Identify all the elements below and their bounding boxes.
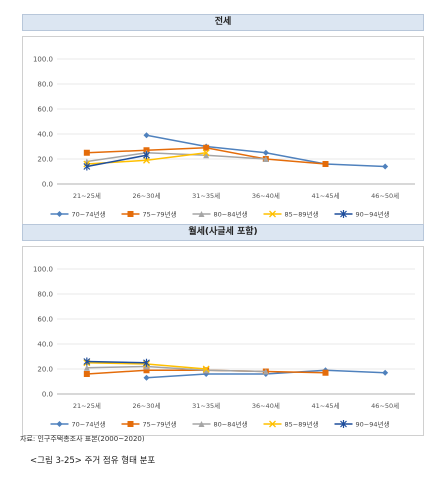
legend-label: 90~94년생 xyxy=(356,210,390,219)
x-tick-label: 46~50세 xyxy=(371,401,399,410)
legend-label: 90~94년생 xyxy=(356,420,390,429)
data-point xyxy=(143,132,150,139)
legend-marker xyxy=(127,211,134,217)
y-tick-label: 0.0 xyxy=(42,391,53,399)
legend-label: 85~89년생 xyxy=(285,210,319,219)
figure-caption: <그림 3-25> 주거 점유 형태 분포 xyxy=(30,456,156,466)
data-point xyxy=(143,156,150,164)
y-tick-label: 80.0 xyxy=(37,291,53,299)
line-chart-jeonse: 100.0 80.0 60.0 40.0 20.0 0.0 21~25세 26~30세 31~3… xyxy=(33,56,415,219)
legend-marker xyxy=(127,421,134,427)
legend-marker xyxy=(56,421,63,427)
data-point xyxy=(83,149,90,156)
y-tick-label: 20.0 xyxy=(37,156,53,164)
plot-area: 100.0 80.0 60.0 40.0 20.0 0.0 21~25세 26~30세 31~3… xyxy=(22,246,424,436)
legend-label: 70~74년생 xyxy=(72,420,106,429)
data-point xyxy=(83,364,90,371)
data-point xyxy=(203,144,210,151)
data-point xyxy=(143,374,150,381)
x-tick-label: 31~35세 xyxy=(192,191,220,200)
line-chart-wolse: 100.0 80.0 60.0 40.0 20.0 0.0 21~25세 26~30세 31~3… xyxy=(33,266,415,429)
legend-marker xyxy=(269,420,276,428)
legend-label: 75~79년생 xyxy=(143,420,177,429)
legend-label: 75~79년생 xyxy=(143,210,177,219)
data-point xyxy=(203,367,210,374)
chart-title: 전세 xyxy=(22,14,424,31)
x-tick-label: 36~40세 xyxy=(252,401,280,410)
y-tick-label: 100.0 xyxy=(33,56,53,64)
data-point xyxy=(143,367,150,374)
legend-marker xyxy=(198,421,205,427)
x-tick-label: 31~35세 xyxy=(192,401,220,410)
legend-label: 70~74년생 xyxy=(72,210,106,219)
series-line xyxy=(86,365,266,373)
series-line xyxy=(86,360,147,364)
chart-title: 월세(사글세 포함) xyxy=(22,224,424,241)
data-point xyxy=(83,371,90,377)
legend-label: 80~84년생 xyxy=(214,420,248,429)
data-point xyxy=(262,149,269,156)
data-point xyxy=(322,369,329,376)
y-tick-label: 40.0 xyxy=(37,131,53,139)
data-point xyxy=(83,162,91,171)
y-tick-label: 60.0 xyxy=(37,316,53,324)
x-tick-label: 26~30세 xyxy=(133,401,161,410)
data-point xyxy=(262,156,269,162)
y-tick-label: 80.0 xyxy=(37,81,53,89)
series-line xyxy=(86,154,147,168)
x-tick-label: 46~50세 xyxy=(371,191,399,200)
plot-area: 100.0 80.0 60.0 40.0 20.0 0.0 21~25세 26~30세 31~3… xyxy=(22,36,424,226)
data-point xyxy=(143,151,150,160)
legend-label: 80~84년생 xyxy=(214,210,248,219)
y-tick-label: 100.0 xyxy=(33,266,53,274)
data-point xyxy=(382,369,389,376)
y-tick-label: 40.0 xyxy=(37,341,53,349)
x-tick-label: 41~45세 xyxy=(312,401,340,410)
y-tick-label: 0.0 xyxy=(42,181,53,189)
data-point xyxy=(83,357,91,366)
data-point xyxy=(382,163,389,170)
x-tick-label: 26~30세 xyxy=(133,191,161,200)
legend-marker xyxy=(269,210,276,218)
data-point xyxy=(203,152,210,159)
x-tick-label: 21~25세 xyxy=(73,191,101,200)
x-tick-label: 21~25세 xyxy=(73,401,101,410)
y-tick-label: 20.0 xyxy=(37,366,53,374)
data-point xyxy=(143,358,150,367)
series-line xyxy=(86,151,266,163)
data-point xyxy=(202,365,210,373)
legend-marker xyxy=(56,211,63,217)
x-tick-label: 41~45세 xyxy=(312,191,340,200)
legend-marker xyxy=(340,210,347,218)
x-tick-label: 36~40세 xyxy=(252,191,280,200)
legend-label: 85~89년생 xyxy=(285,420,319,429)
source-note: 자료: 인구주택총조사 표본(2000~2020) xyxy=(20,435,145,443)
data-point xyxy=(262,368,269,375)
y-tick-label: 60.0 xyxy=(37,106,53,114)
data-point xyxy=(202,149,210,157)
legend-marker xyxy=(198,211,205,217)
legend-marker xyxy=(340,420,347,428)
data-point xyxy=(322,161,329,167)
